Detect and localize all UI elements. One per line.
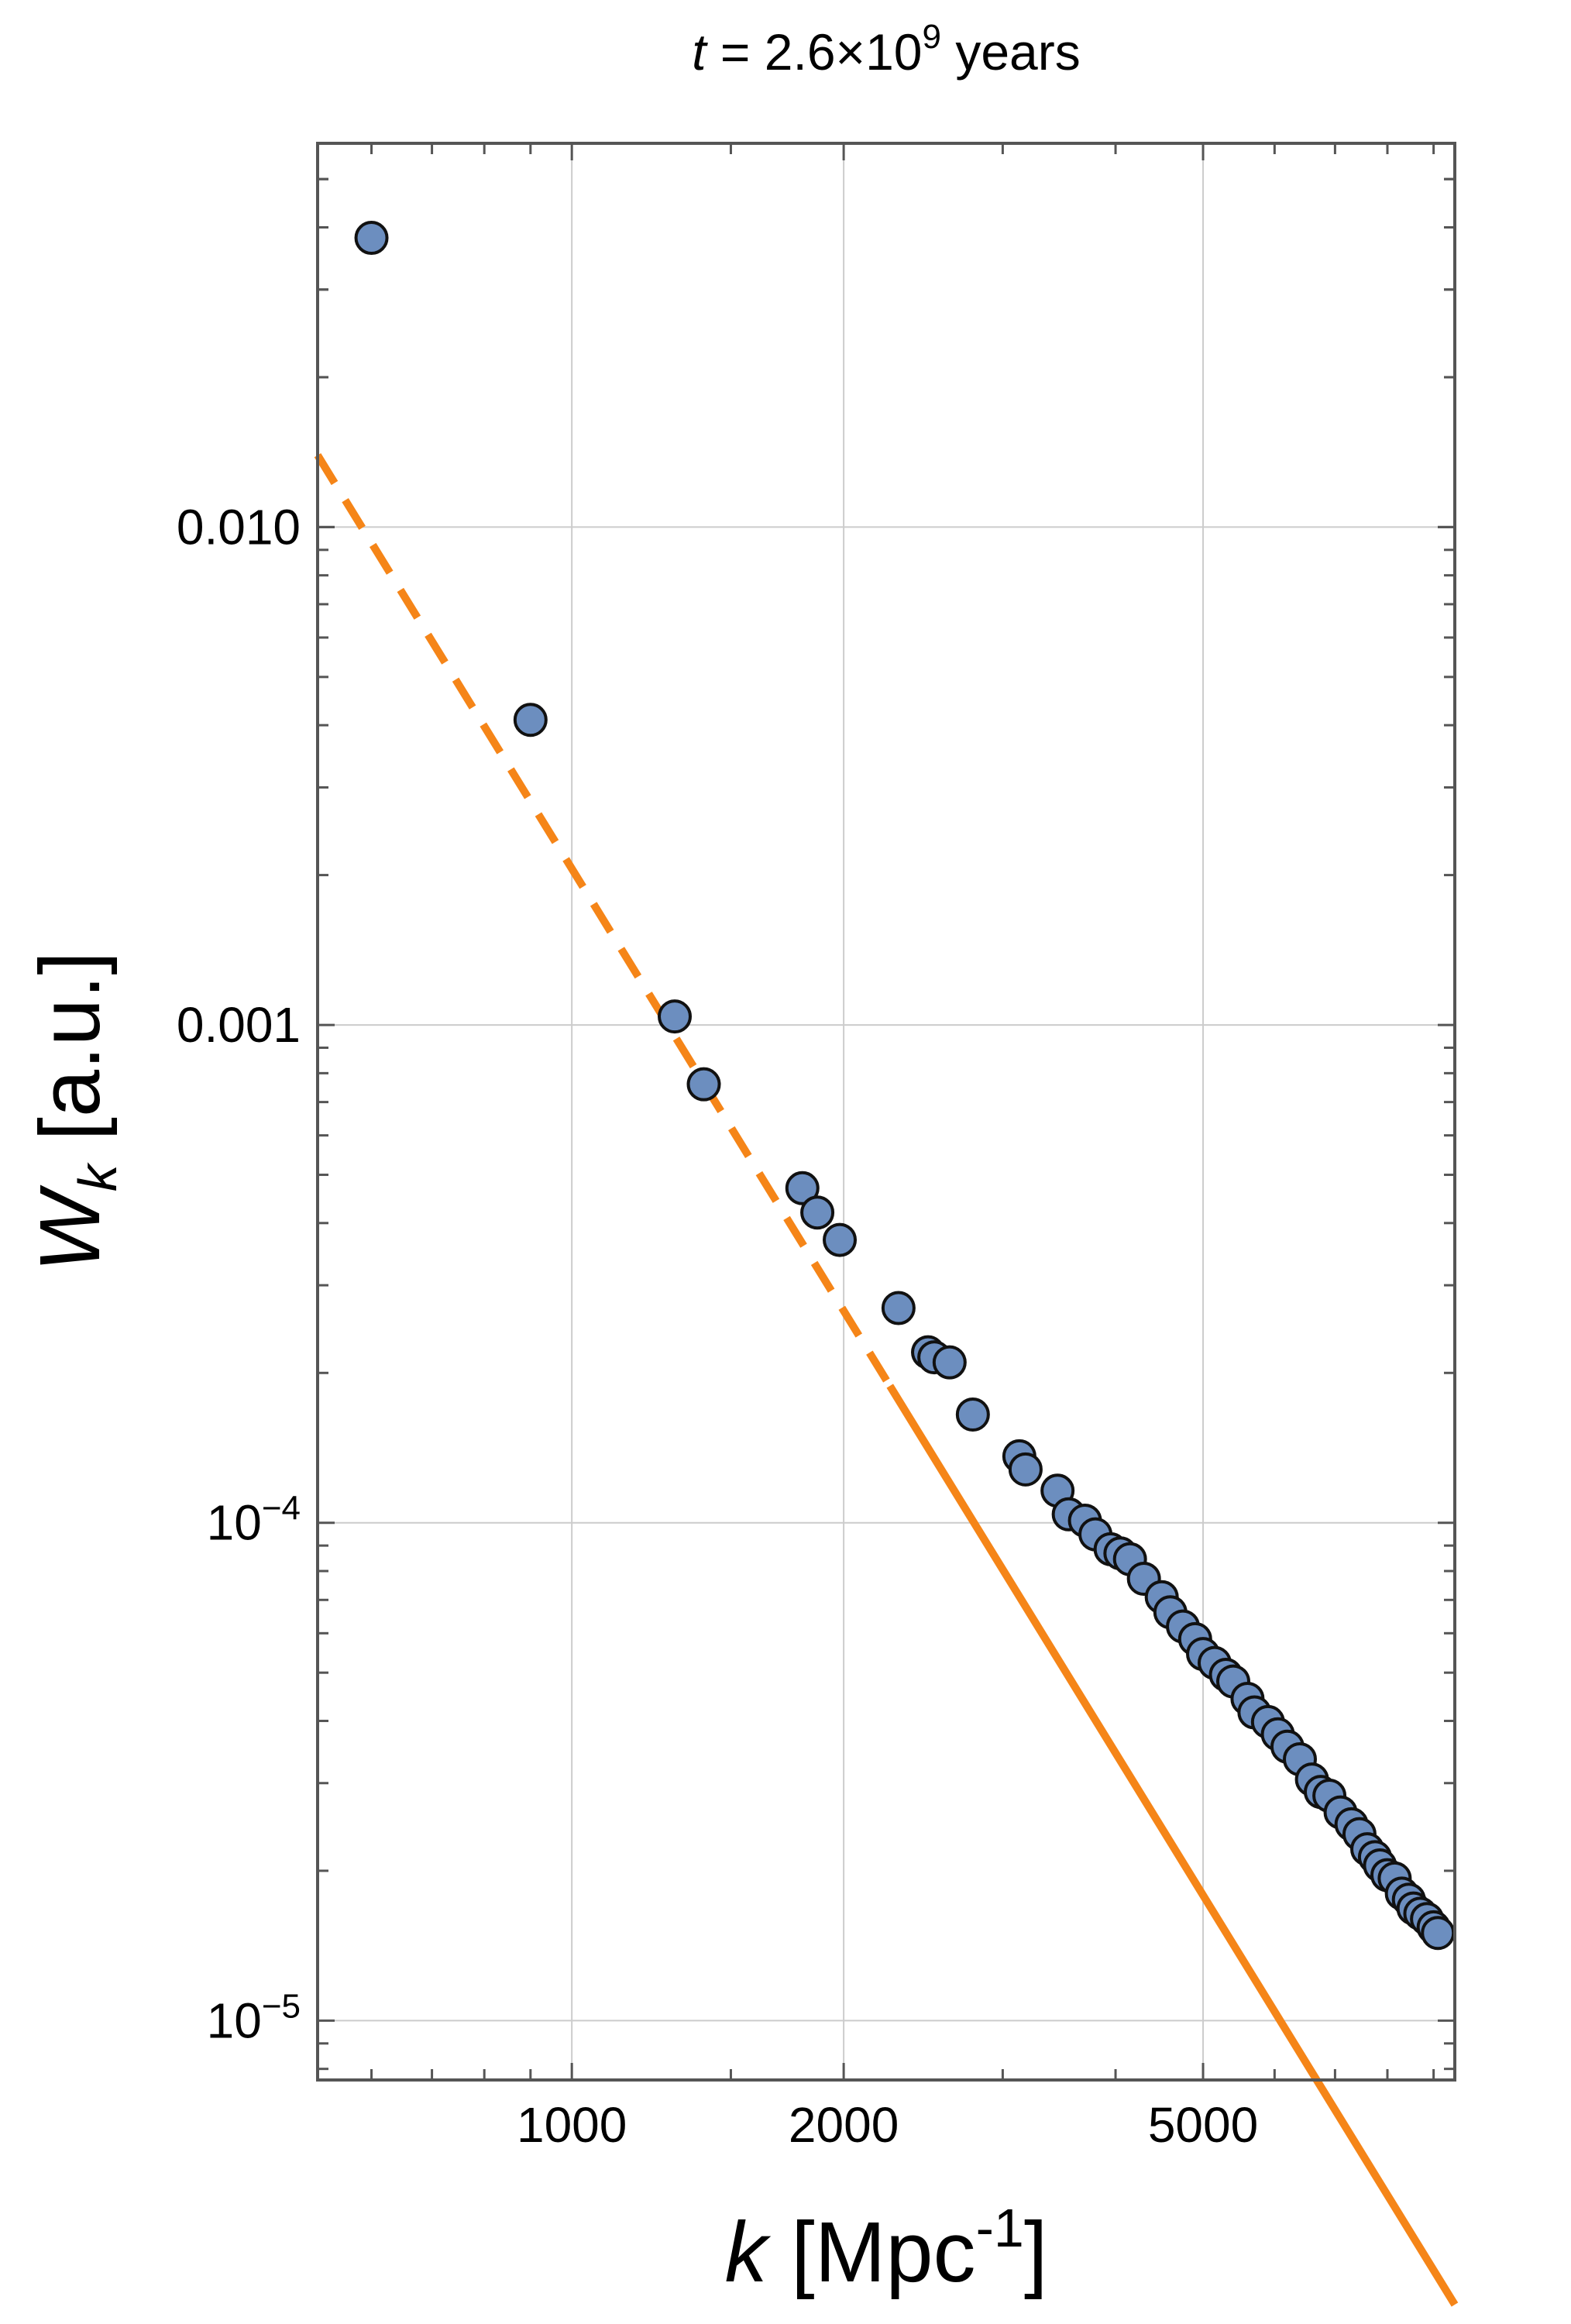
data-point: [513, 703, 548, 737]
y-tick-label-exponent: −4: [262, 1490, 301, 1528]
data-point: [785, 1171, 820, 1205]
x-tick-labels: 1000 2000 5000: [517, 2097, 1258, 2153]
y-tick-label: 0.001: [177, 997, 301, 1053]
fit-line-solid: [886, 1384, 1459, 2307]
data-point: [881, 1291, 916, 1325]
data-point: [1421, 1916, 1456, 1951]
chart-title-unit: years: [941, 23, 1081, 81]
chart-title: t = 2.6×109 years: [692, 18, 1080, 81]
x-axis-label-unit: [Mpc: [768, 2205, 976, 2300]
x-tick-label: 1000: [517, 2097, 627, 2153]
data-point: [1008, 1452, 1043, 1487]
data-point: [686, 1067, 721, 1102]
fit-lines: [314, 453, 1459, 2307]
data-point: [823, 1222, 858, 1257]
plot-frame: [316, 142, 1456, 2082]
y-tick-label-mantissa: 10: [207, 1992, 262, 2048]
x-tick-label: 5000: [1148, 2097, 1258, 2153]
y-axis-label-unit: [a.u.]: [22, 951, 118, 1164]
x-axis-label-close: ]: [1024, 2205, 1048, 2300]
chart-title-var: t: [692, 23, 708, 81]
x-axis-label: k [Mpc-1]: [725, 2198, 1048, 2300]
chart-title-exp: 9: [923, 18, 941, 56]
x-tick-label: 2000: [789, 2097, 899, 2153]
grid-lines: [318, 143, 1455, 2080]
x-axis-label-exp: -1: [976, 2198, 1024, 2258]
chart-title-eq: = 2.6×10: [706, 23, 923, 81]
y-axis-label-sub: k: [67, 1162, 128, 1191]
y-axis-label-var: W: [22, 1184, 118, 1272]
x-axis-label-var: k: [725, 2205, 772, 2300]
y-tick-label: 10−5: [207, 1987, 301, 2048]
y-tick-label: 10−4: [207, 1490, 301, 1551]
axis-ticks: [318, 143, 1455, 2080]
data-point: [932, 1345, 967, 1380]
y-axis-label: Wk [a.u.]: [22, 951, 128, 1272]
data-point: [800, 1195, 835, 1230]
data-point: [658, 999, 693, 1034]
y-tick-label: 0.010: [177, 499, 301, 555]
data-point: [955, 1397, 990, 1432]
y-tick-label-mantissa: 10: [207, 1495, 262, 1551]
data-points: [354, 221, 1456, 1951]
fit-line-dashed: [314, 453, 894, 1388]
data-point: [354, 221, 389, 256]
y-tick-label-exponent: −5: [262, 1987, 301, 2025]
